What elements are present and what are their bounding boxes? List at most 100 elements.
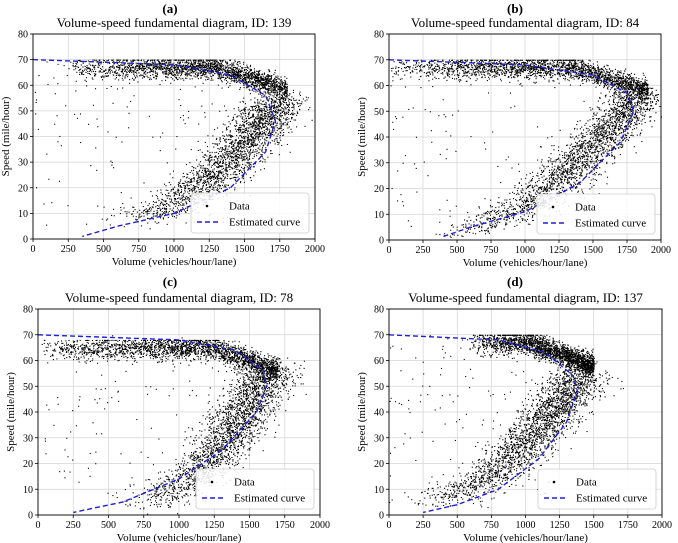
data-point	[257, 134, 259, 136]
data-point	[285, 90, 287, 92]
data-point	[226, 174, 228, 176]
data-point	[204, 159, 207, 161]
data-point	[221, 164, 223, 167]
data-point	[261, 108, 263, 110]
data-point	[256, 84, 258, 86]
data-point	[264, 83, 266, 85]
data-point	[244, 72, 247, 74]
data-point	[189, 171, 191, 174]
data-point	[280, 79, 282, 81]
data-point	[244, 74, 246, 76]
data-point	[180, 186, 182, 188]
data-point	[213, 146, 215, 148]
data-point	[126, 60, 128, 62]
data-point	[167, 67, 169, 69]
data-point	[189, 72, 191, 74]
data-point	[194, 59, 196, 61]
data-point	[626, 86, 628, 88]
data-point	[176, 68, 178, 70]
data-point	[234, 147, 236, 149]
data-point	[276, 92, 278, 94]
data-point	[253, 90, 255, 92]
data-point	[239, 135, 241, 137]
data-point	[240, 151, 242, 153]
data-point	[298, 105, 300, 108]
data-point	[156, 190, 158, 192]
data-point	[199, 61, 201, 63]
data-point	[245, 131, 247, 134]
data-point	[246, 66, 248, 68]
data-point	[127, 63, 129, 65]
data-point	[211, 159, 213, 161]
data-point	[222, 161, 224, 163]
data-point	[423, 65, 425, 68]
data-point	[236, 164, 238, 166]
data-point	[270, 90, 272, 92]
data-point	[194, 191, 196, 193]
data-point	[128, 211, 130, 213]
data-point	[250, 133, 252, 135]
data-point	[111, 164, 113, 166]
data-point	[225, 67, 227, 69]
data-point	[276, 81, 278, 83]
data-point	[273, 140, 275, 142]
data-point	[124, 66, 126, 68]
data-point	[242, 124, 244, 126]
data-point	[165, 73, 167, 75]
data-point	[148, 59, 150, 61]
data-point	[187, 73, 189, 75]
data-point	[270, 106, 272, 108]
data-point	[258, 81, 260, 83]
data-point	[520, 62, 523, 64]
data-point	[289, 93, 291, 95]
data-point	[250, 85, 252, 87]
data-point	[247, 109, 249, 111]
data-point	[166, 61, 168, 63]
data-point	[136, 76, 138, 78]
data-point	[235, 165, 237, 167]
data-point	[221, 168, 223, 170]
data-point	[271, 140, 273, 142]
data-point	[262, 151, 264, 153]
data-point	[161, 65, 163, 68]
data-point	[286, 87, 288, 89]
data-point	[226, 151, 228, 153]
data-point	[217, 178, 219, 180]
data-point	[190, 66, 192, 68]
data-point	[135, 62, 137, 64]
data-point	[247, 75, 249, 77]
data-point	[234, 80, 236, 82]
data-point	[246, 77, 249, 79]
data-point	[180, 78, 182, 80]
data-point	[220, 171, 222, 173]
data-point	[274, 78, 276, 80]
data-point	[214, 181, 216, 183]
data-point	[218, 173, 220, 175]
panel-label: (b)	[507, 1, 523, 16]
data-point	[228, 156, 230, 158]
data-point	[201, 67, 204, 69]
data-point	[292, 103, 294, 105]
data-point	[163, 62, 165, 64]
data-point	[591, 73, 593, 75]
data-point	[165, 201, 167, 203]
data-point	[135, 219, 137, 221]
data-point	[244, 80, 246, 82]
data-point	[174, 73, 176, 75]
data-point	[227, 72, 229, 74]
data-point	[264, 87, 266, 89]
data-point	[76, 62, 78, 64]
data-point	[136, 59, 138, 61]
data-point	[505, 66, 508, 68]
data-point	[234, 125, 237, 127]
data-point	[243, 113, 245, 115]
data-point	[197, 64, 199, 66]
data-point	[220, 150, 222, 153]
data-point	[215, 138, 217, 140]
data-point	[180, 192, 182, 194]
data-point	[265, 126, 267, 128]
data-point	[205, 76, 207, 78]
x-tick-label: 1500	[235, 244, 255, 255]
data-point	[202, 60, 204, 62]
data-point	[214, 72, 216, 74]
